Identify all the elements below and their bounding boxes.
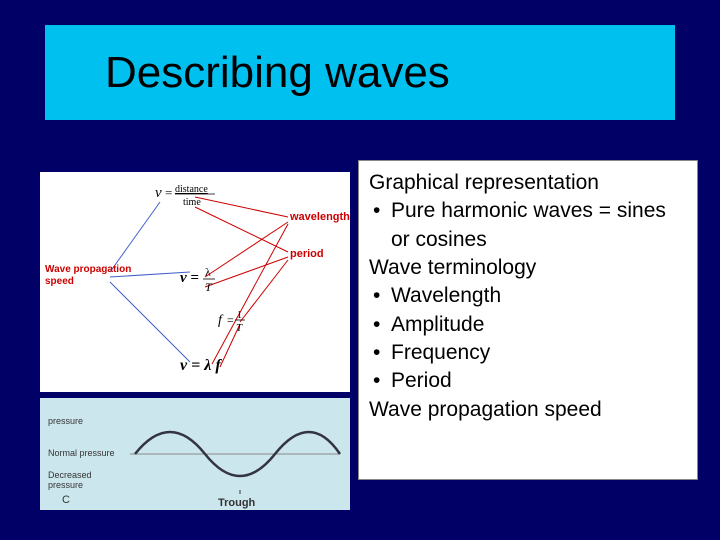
wave-diagram: Trough pressure Normal pressure Decrease… [40,398,350,510]
formula-den: time [183,197,201,208]
propagation-label: Wave propagationspeed [45,264,131,287]
formula3-eq: = [227,313,234,327]
pressure-label: pressure [48,416,83,426]
period-label: period [290,248,324,260]
formula3-lhs: f [218,313,224,328]
content-bullet: Frequency [369,339,687,367]
slide-title: Describing waves [105,48,450,98]
trough-label: Trough [218,497,256,509]
content-bullet: Pure harmonic waves = sines or cosines [369,197,687,254]
normal-pressure-label: Normal pressure [48,448,115,458]
formula3-num: 1 [237,310,242,321]
formula4: v = λ f [180,357,222,374]
formula2-lhs: v = [180,270,199,286]
formula2-den: T [205,280,213,294]
wavelength-label: wavelength [289,211,350,223]
content-bullet: Amplitude [369,311,687,339]
decreased-pressure-label: Decreased pressure [48,470,118,490]
content-bullet: Wavelength [369,282,687,310]
content-line: Graphical representation [369,169,687,197]
content-bullet: Period [369,367,687,395]
formula-v: v [155,185,162,201]
c-label: C [62,494,70,506]
text-content-box: Graphical representation Pure harmonic w… [358,160,698,480]
content-line: Wave terminology [369,254,687,282]
title-banner: Describing waves [45,25,675,120]
formula3-den: T [236,322,243,334]
content-line: Wave propagation speed [369,396,687,424]
formula2-num: λ [205,265,211,279]
formula-diagram: v = distance time wavelength period Wave… [40,172,350,392]
formula-eq: = [165,185,172,200]
formula-num: distance [175,184,208,195]
